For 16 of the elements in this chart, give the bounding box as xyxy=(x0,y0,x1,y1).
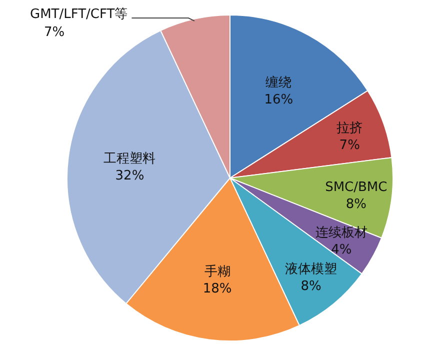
slice-label: 缠绕 xyxy=(266,75,292,90)
slice-label: SMC/BMC xyxy=(325,180,388,195)
data-label: 8% xyxy=(300,278,322,294)
data-label: 32% xyxy=(115,168,144,184)
slice-label: 拉挤 xyxy=(336,120,363,136)
slice-label: GMT/LFT/CFT等 xyxy=(30,7,128,22)
data-label: 7% xyxy=(339,138,360,153)
data-label: 16% xyxy=(264,92,294,108)
slice-label: 液体模塑 xyxy=(285,260,338,277)
slice-label: 工程塑料 xyxy=(104,150,156,166)
data-label: 8% xyxy=(346,196,366,212)
data-label: 18% xyxy=(202,281,232,296)
data-label: 4% xyxy=(331,242,352,258)
slice-label: 手糊 xyxy=(204,264,230,280)
data-label: 7% xyxy=(44,25,65,40)
slice-label: 连续板材 xyxy=(315,225,368,240)
